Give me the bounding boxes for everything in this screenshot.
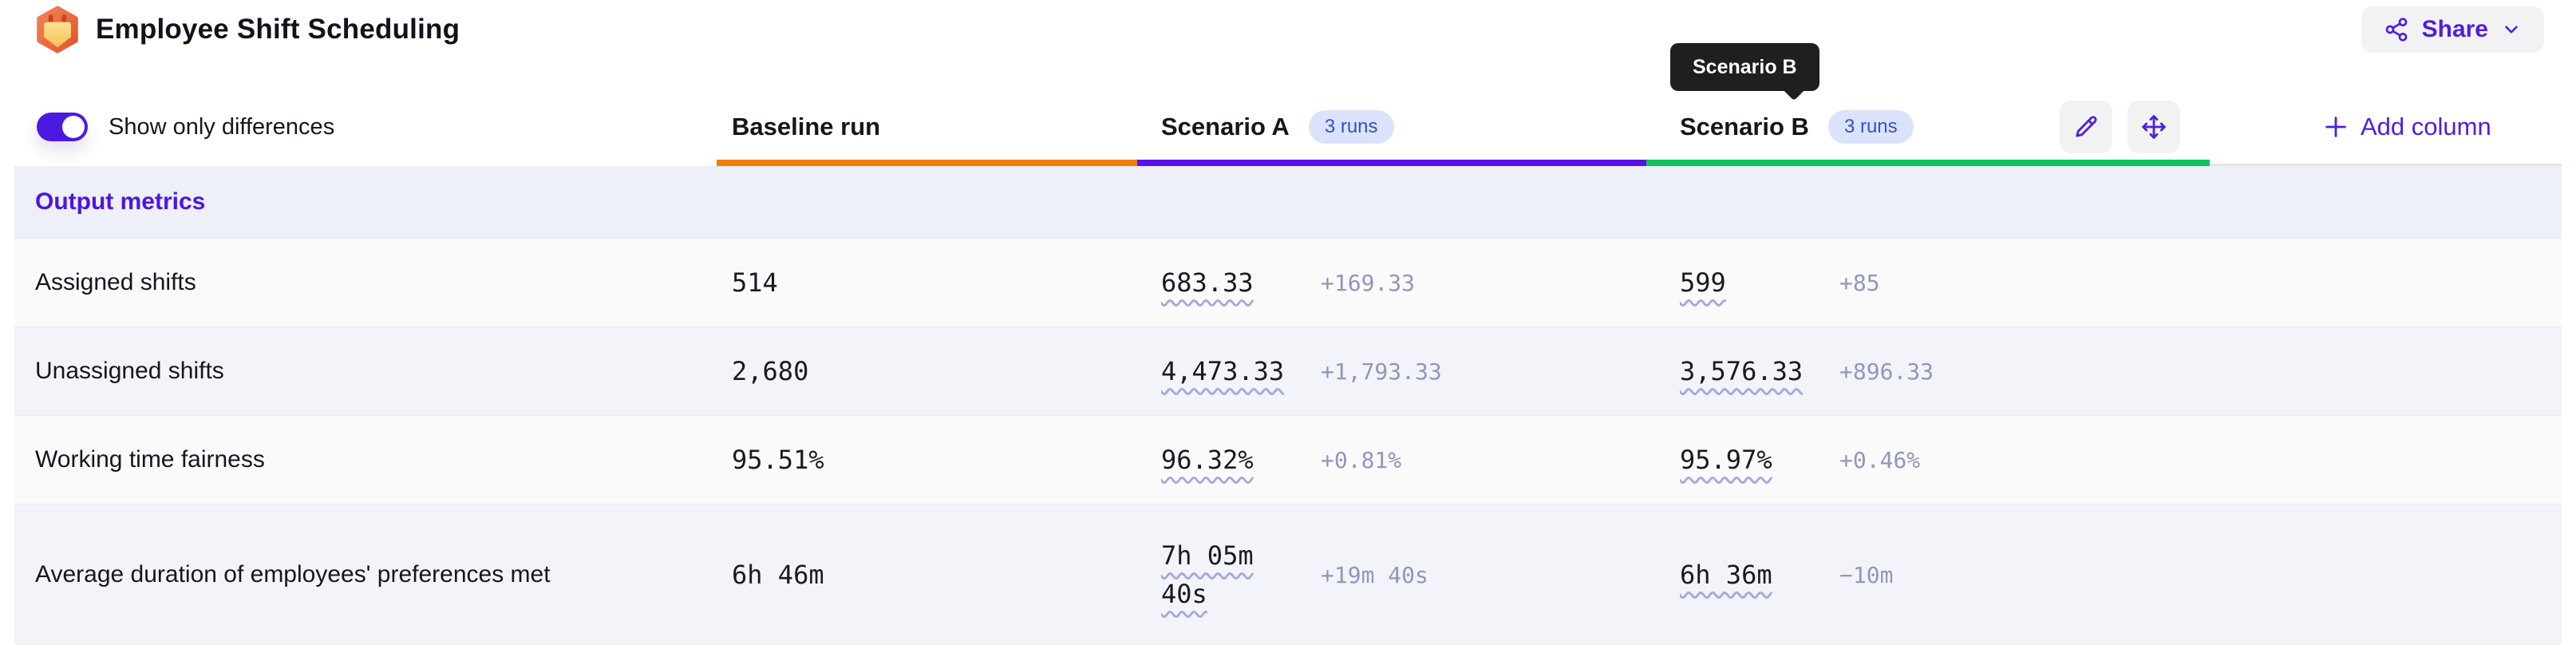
column-name: Scenario B [1680, 113, 1809, 140]
table-row: Average duration of employees' preferenc… [14, 504, 2562, 645]
section-title: Output metrics [35, 188, 206, 215]
scenario-a-delta: +1,793.33 [1321, 358, 1442, 385]
baseline-value: 6h 46m [732, 560, 824, 590]
metric-label: Average duration of employees' preferenc… [35, 561, 551, 588]
scenario-b-delta: +0.46% [1839, 446, 1921, 473]
scenario-b-delta: −10m [1839, 561, 1894, 588]
scenario-b-accent-bar [1646, 160, 2210, 166]
share-button[interactable]: Share [2361, 6, 2544, 53]
header-divider [2210, 164, 2562, 166]
scenario-b-value: 95.97% [1680, 445, 1772, 475]
top-bar: Employee Shift Scheduling Share [0, 0, 2576, 94]
tooltip-text: Scenario B [1693, 56, 1797, 78]
table-row: Working time fairness 95.51% 96.32% +0.8… [14, 415, 2562, 504]
scenario-b-delta: +896.33 [1839, 358, 1934, 385]
scenario-a-value: 683.33 [1161, 267, 1254, 298]
metric-label: Working time fairness [35, 446, 265, 473]
metric-label: Assigned shifts [35, 269, 196, 295]
page-title: Employee Shift Scheduling [96, 14, 460, 45]
share-icon [2384, 17, 2409, 42]
add-column-button[interactable]: Add column [2317, 94, 2496, 160]
chevron-down-icon [2501, 19, 2522, 40]
app-logo-icon [34, 6, 81, 53]
scenario-a-delta: +0.81% [1321, 446, 1402, 473]
table-row: Unassigned shifts 2,680 4,473.33 +1,793.… [14, 326, 2562, 415]
column-header-scenario-b[interactable]: Scenario B 3 runs [1680, 94, 1914, 160]
share-label: Share [2421, 16, 2488, 42]
baseline-value: 95.51% [732, 445, 824, 475]
show-only-differences-toggle[interactable] [37, 113, 88, 141]
move-icon [2141, 114, 2167, 140]
move-column-button[interactable] [2128, 101, 2180, 153]
tooltip: Scenario B [1670, 43, 1819, 101]
runs-badge: 3 runs [1827, 110, 1914, 144]
add-column-label: Add column [2361, 113, 2491, 140]
metric-label: Unassigned shifts [35, 358, 224, 384]
scenario-a-value: 4,473.33 [1161, 356, 1285, 386]
scenario-a-value: 7h 05m 40s [1161, 540, 1254, 609]
section-header-output-metrics: Output metrics [14, 166, 2562, 238]
baseline-value: 514 [732, 267, 778, 298]
scenario-b-delta: +85 [1839, 269, 1880, 296]
comparison-table: Show only differences Baseline run Scena… [14, 94, 2562, 645]
brand: Employee Shift Scheduling [34, 6, 460, 53]
scenario-a-delta: +169.33 [1321, 269, 1416, 296]
baseline-value: 2,680 [732, 356, 809, 386]
column-name: Scenario A [1161, 113, 1290, 140]
toggle-knob [62, 116, 85, 138]
scenario-a-accent-bar [1137, 160, 1646, 166]
pencil-icon [2073, 114, 2099, 140]
scenario-a-value: 96.32% [1161, 445, 1254, 475]
edit-column-button[interactable] [2060, 101, 2112, 153]
column-name: Baseline run [732, 113, 881, 140]
scenario-a-delta: +19m 40s [1321, 561, 1428, 588]
column-header-scenario-a[interactable]: Scenario A 3 runs [1161, 94, 1394, 160]
scenario-b-value: 6h 36m [1680, 560, 1772, 590]
scenario-b-value: 599 [1680, 267, 1726, 298]
table-header-row: Show only differences Baseline run Scena… [14, 94, 2562, 166]
runs-badge: 3 runs [1308, 110, 1394, 144]
table-row: Assigned shifts 514 683.33 +169.33 599 +… [14, 238, 2562, 326]
scenario-b-value: 3,576.33 [1680, 356, 1804, 386]
toggle-label: Show only differences [109, 113, 335, 140]
plus-icon [2322, 113, 2349, 140]
column-header-baseline[interactable]: Baseline run [732, 94, 880, 160]
show-only-differences-control: Show only differences [37, 94, 334, 160]
baseline-accent-bar [717, 160, 1137, 166]
